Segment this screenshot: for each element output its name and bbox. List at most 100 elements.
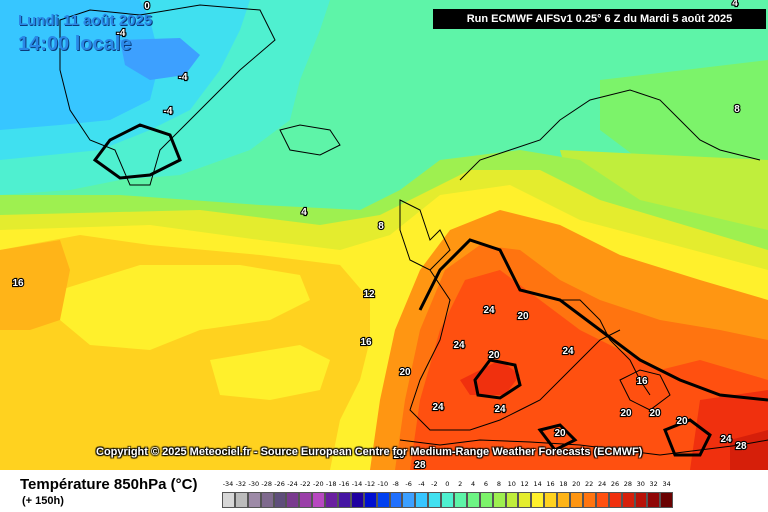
- legend-swatch: [595, 492, 609, 508]
- legend-swatch: [505, 492, 519, 508]
- legend-tick: 0: [445, 480, 450, 488]
- legend-swatch: [389, 492, 403, 508]
- legend-tick: 10: [507, 480, 516, 488]
- legend-swatch: [518, 492, 532, 508]
- copyright-notice: Copyright © 2025 Meteociel.fr - Source E…: [96, 446, 643, 458]
- legend-swatch: [466, 492, 480, 508]
- contour-label: -4: [164, 106, 173, 117]
- legend-tick: 26: [610, 480, 620, 488]
- legend-tick: -20: [312, 480, 324, 488]
- contour-label: 20: [620, 408, 632, 419]
- field-28-east: [730, 430, 768, 470]
- isotherm-24-iberia: [473, 358, 522, 400]
- contour-label: -4: [117, 28, 126, 39]
- field-minus6-minus4: [120, 38, 200, 80]
- legend-tick: 14: [533, 480, 542, 488]
- legend-tick: -22: [300, 480, 311, 488]
- valid-date: Lundi 11 août 2025: [18, 12, 153, 29]
- legend-tick: 4: [471, 480, 476, 488]
- contour-label: 16: [12, 278, 24, 289]
- legend-swatches: [222, 492, 674, 508]
- legend-swatch: [621, 492, 635, 508]
- legend-swatch: [325, 492, 339, 508]
- contour-label: 20: [399, 367, 411, 378]
- contour-label: 0: [144, 1, 150, 12]
- contour-label: 24: [483, 305, 495, 316]
- contour-label: 24: [453, 340, 465, 351]
- legend-swatch: [234, 492, 248, 508]
- legend-tick: -18: [325, 480, 337, 488]
- legend-tick: 6: [483, 480, 489, 488]
- field-14-island: [60, 265, 310, 350]
- legend-swatch: [247, 492, 261, 508]
- legend-tick: 32: [649, 480, 658, 488]
- legend-swatch: [647, 492, 661, 508]
- legend-tick: 2: [458, 480, 463, 488]
- contour-label: 28: [414, 460, 426, 470]
- contour-label: 8: [734, 104, 740, 115]
- valid-time: 14:00 locale: [18, 33, 132, 55]
- legend-tick: -8: [392, 480, 399, 488]
- legend-swatch: [454, 492, 467, 508]
- legend-swatch: [570, 492, 583, 508]
- legend-swatch: [312, 492, 326, 508]
- contour-label: 20: [554, 428, 566, 439]
- contour-label: -4: [179, 72, 188, 83]
- legend-tick: -6: [405, 480, 412, 488]
- legend-tick: -34: [222, 480, 234, 488]
- legend-swatch: [363, 492, 377, 508]
- contour-label: 4: [732, 0, 738, 9]
- legend-swatch: [582, 492, 596, 508]
- legend-tick: -4: [418, 480, 425, 488]
- legend-tick: -32: [235, 480, 247, 488]
- legend-tick: -2: [431, 480, 438, 488]
- legend-swatch: [299, 492, 313, 508]
- legend-swatch: [260, 492, 274, 508]
- legend-swatch: [634, 492, 648, 508]
- legend-tick: -14: [351, 480, 363, 488]
- legend-tick: 16: [546, 480, 555, 488]
- legend-tick: 8: [496, 480, 501, 488]
- legend-tick: 20: [572, 480, 581, 488]
- legend-tick: -12: [364, 480, 376, 488]
- legend-tick: -26: [274, 480, 285, 488]
- field-18-west: [0, 240, 70, 330]
- legend-tick: 34: [662, 480, 671, 488]
- contour-label: 24: [562, 346, 574, 357]
- contour-label: 20: [649, 408, 661, 419]
- legend-tick: 30: [636, 480, 645, 488]
- contour-label: 24: [494, 404, 506, 415]
- legend-tick: 22: [585, 480, 594, 488]
- contour-label: 20: [393, 450, 405, 461]
- legend-swatch: [441, 492, 455, 508]
- isotherm-loop-east: [663, 418, 712, 457]
- contour-label: 24: [432, 402, 444, 413]
- legend-tick: 28: [623, 480, 633, 488]
- contour-label: 20: [517, 311, 529, 322]
- contour-label: 20: [676, 416, 688, 427]
- legend-swatch: [338, 492, 351, 508]
- legend-tick: 12: [520, 480, 529, 488]
- coastlines: [59, 4, 768, 456]
- legend-swatch: [273, 492, 287, 508]
- contour-label: 28: [735, 441, 747, 452]
- legend-tick: 24: [597, 480, 607, 488]
- field-minus4-minus2: [0, 0, 160, 130]
- variable-title: Température 850hPa (°C): [20, 476, 198, 493]
- contour-label: 24: [720, 434, 732, 445]
- legend-swatch: [608, 492, 622, 508]
- legend-tick: -16: [338, 480, 350, 488]
- contour-label: 16: [636, 376, 648, 387]
- contour-label: 12: [363, 289, 375, 300]
- contour-label: 4: [301, 207, 307, 218]
- legend-swatch: [415, 492, 429, 508]
- legend-tick: -28: [261, 480, 272, 488]
- contour-label: 20: [488, 350, 500, 361]
- legend-swatch: [376, 492, 390, 508]
- contour-label: 8: [378, 221, 384, 232]
- legend-swatch: [402, 492, 416, 508]
- legend-swatch: [222, 492, 235, 508]
- lead-time: (+ 150h): [22, 495, 64, 507]
